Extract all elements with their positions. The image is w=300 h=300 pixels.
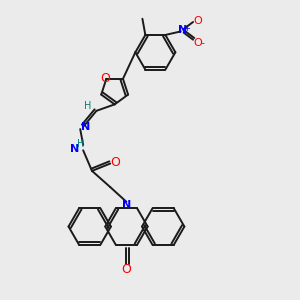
Text: O: O [100, 72, 110, 85]
Text: N: N [70, 144, 80, 154]
Text: N: N [122, 200, 131, 210]
Text: +: + [183, 24, 190, 33]
Text: O: O [194, 16, 203, 26]
Text: O: O [122, 263, 131, 276]
Text: -: - [200, 38, 205, 48]
Text: O: O [194, 38, 203, 48]
Text: H: H [85, 100, 92, 110]
Text: N: N [178, 25, 187, 35]
Text: H: H [76, 139, 84, 149]
Text: O: O [111, 156, 121, 169]
Text: N: N [81, 122, 90, 132]
